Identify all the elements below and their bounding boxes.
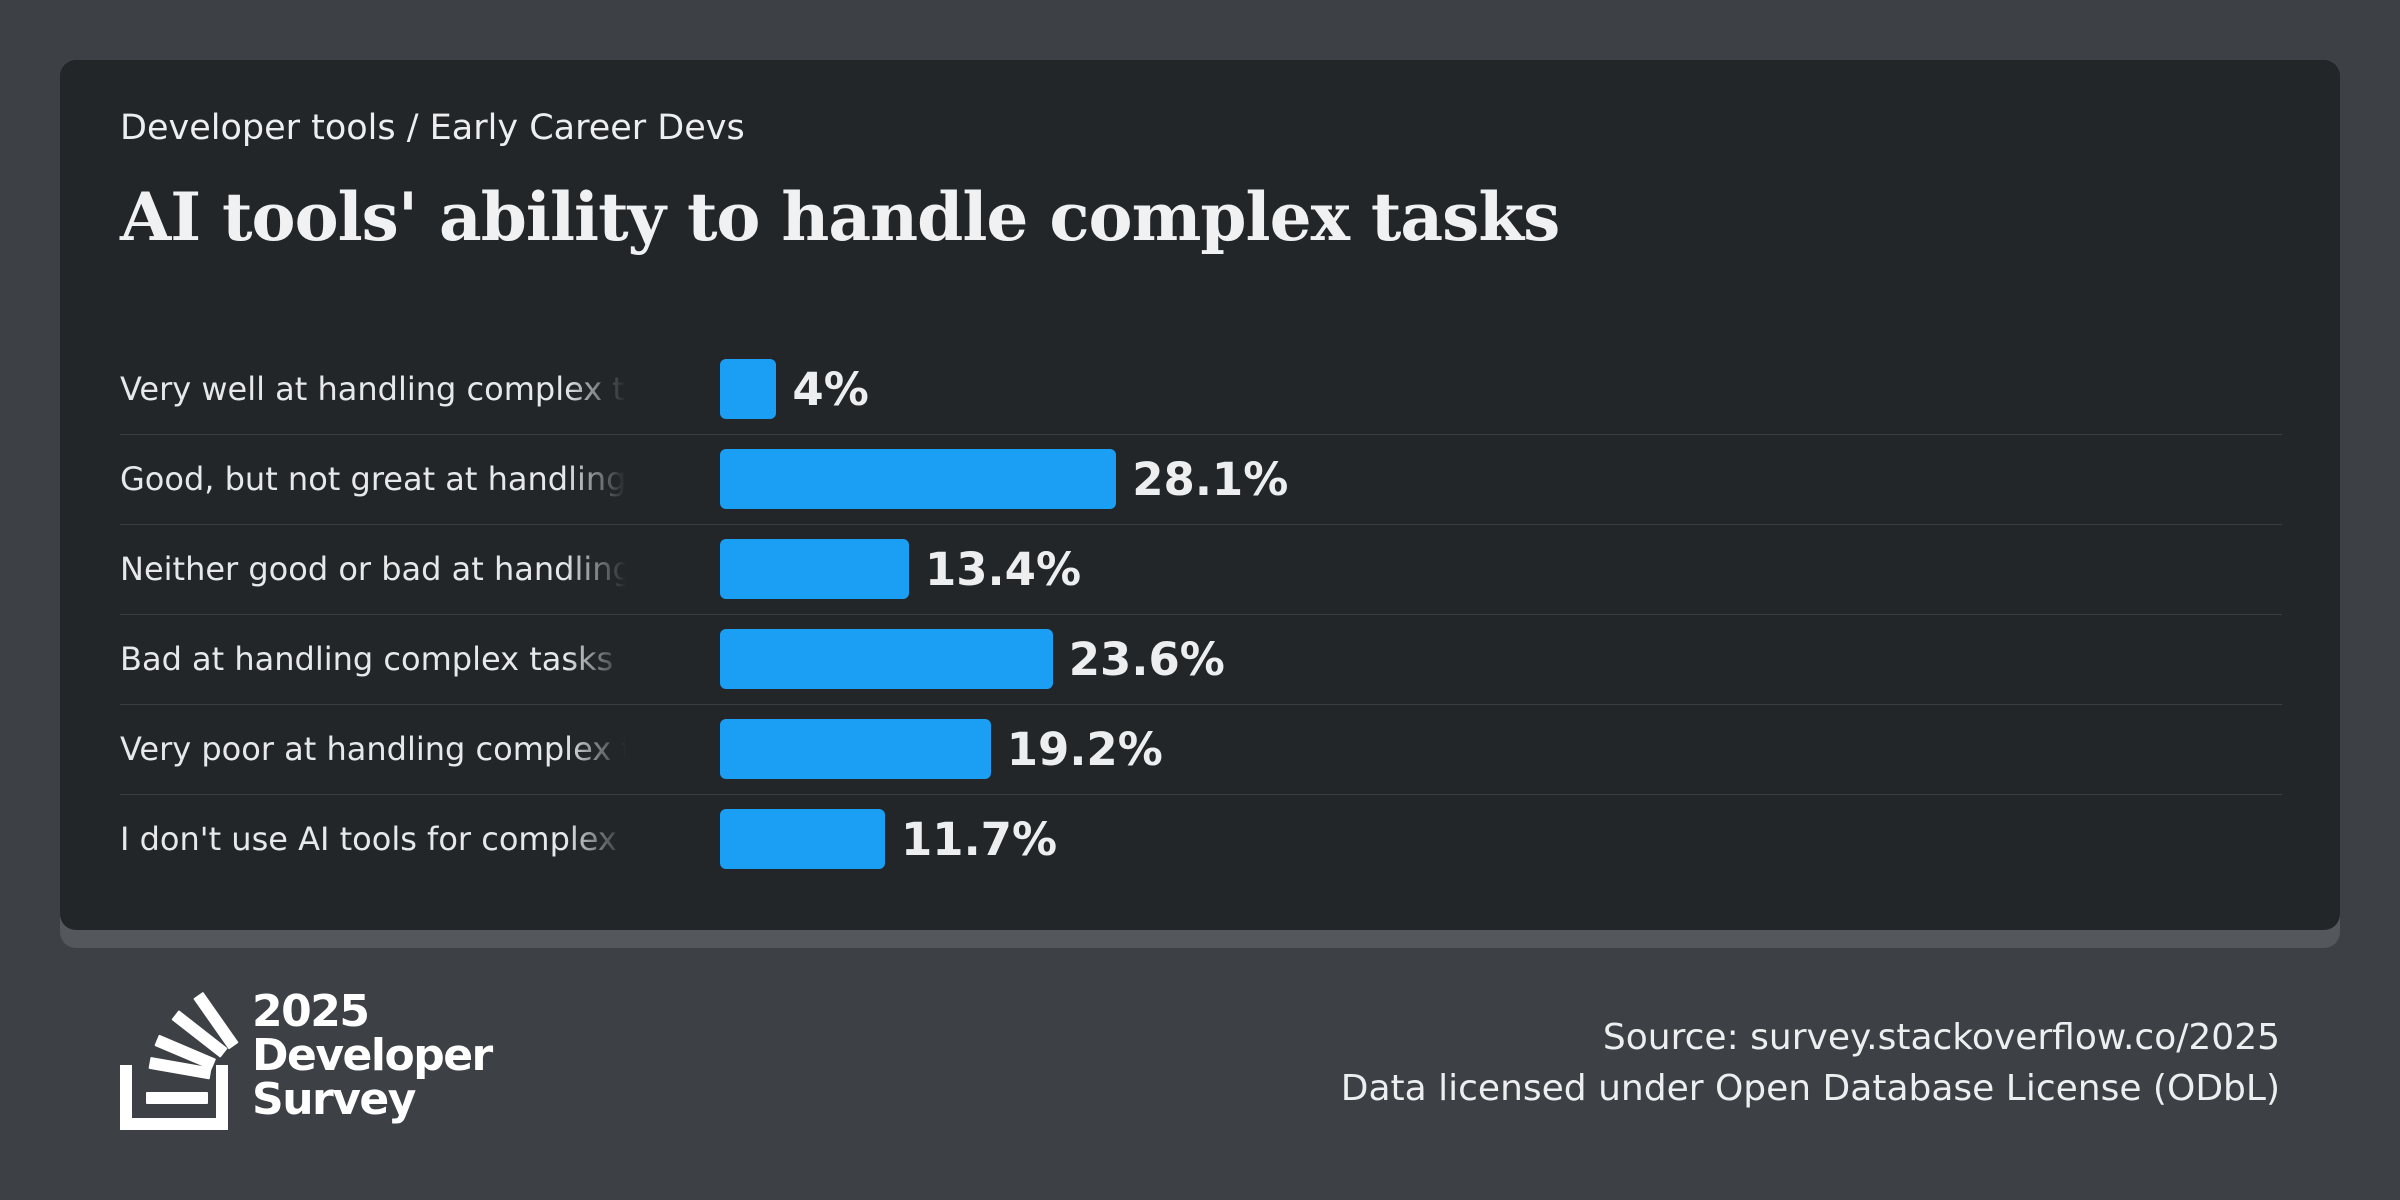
category-label: I don't use AI tools for complex tasks: [120, 820, 626, 858]
category-label: Very poor at handling complex tasks: [120, 730, 626, 768]
bar: [720, 359, 777, 419]
category-label: Very well at handling complex tasks: [120, 370, 626, 408]
value-label: 13.4%: [924, 542, 1082, 596]
logo-text: 2025 Developer Survey: [252, 986, 493, 1125]
chart-title: AI tools' ability to handle complex task…: [120, 178, 1560, 256]
row-divider: [120, 704, 2282, 705]
category-label: Bad at handling complex tasks: [120, 640, 614, 678]
stack-overflow-logo-icon: [120, 992, 239, 1130]
chart-row: Bad at handling complex tasks 23.6%: [120, 614, 2282, 704]
source-block: Source: survey.stackoverflow.co/2025 Dat…: [1341, 1012, 2280, 1114]
survey-logo: 2025 Developer Survey: [120, 990, 500, 1140]
category-label: Good, but not great at handling complex …: [120, 460, 626, 498]
logo-year: 2025: [252, 986, 370, 1037]
chart-row: Good, but not great at handling complex …: [120, 434, 2282, 524]
chart-row: Very well at handling complex tasks 4%: [120, 344, 2282, 434]
value-label: 28.1%: [1132, 452, 1289, 506]
row-divider: [120, 524, 2282, 525]
license-text: Data licensed under Open Database Licens…: [1340, 1068, 2280, 1109]
logo-line-developer: Developer: [252, 1030, 493, 1081]
row-divider: [120, 614, 2282, 615]
logo-line-survey: Survey: [252, 1074, 416, 1125]
chart-row: Very poor at handling complex tasks 19.2%: [120, 704, 2282, 794]
category-label: Neither good or bad at handling complex …: [120, 550, 626, 588]
value-label: 19.2%: [1006, 722, 1163, 776]
bar-chart: Very well at handling complex tasks 4% Goo…: [120, 344, 2282, 884]
bar: [720, 809, 885, 869]
value-label: 11.7%: [900, 812, 1058, 866]
bar: [720, 629, 1053, 689]
chart-card: Developer tools / Early Career Devs AI t…: [60, 60, 2340, 930]
chart-row: I don't use AI tools for complex tasks 11…: [120, 794, 2282, 884]
bar: [720, 449, 1117, 509]
chart-row: Neither good or bad at handling complex …: [120, 524, 2282, 614]
bar: [720, 719, 991, 779]
source-link[interactable]: Source: survey.stackoverflow.co/2025: [1602, 1017, 2280, 1058]
value-label: 23.6%: [1068, 632, 1225, 686]
row-divider: [120, 434, 2282, 435]
breadcrumb: Developer tools / Early Career Devs: [120, 108, 745, 148]
bar: [720, 539, 909, 599]
value-label: 4%: [792, 362, 869, 416]
row-divider: [120, 794, 2282, 795]
